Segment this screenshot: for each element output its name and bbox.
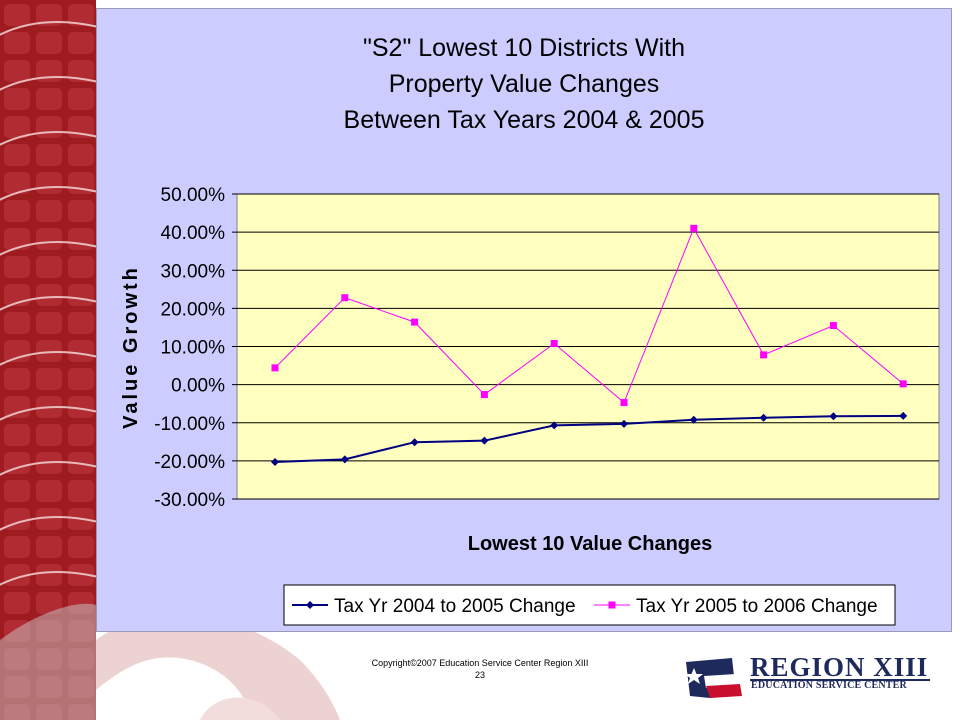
logo-subtitle: EDUCATION SERVICE CENTER [751, 680, 907, 691]
data-point [341, 294, 348, 301]
data-point [830, 322, 837, 329]
legend-item-1: Tax Yr 2004 to 2005 Change [292, 596, 576, 617]
data-point [760, 351, 767, 358]
y-tick-label: 40.00% [161, 223, 226, 244]
y-axis-tick-labels: 50.00% 40.00% 30.00% 20.00% 10.00% 0.00% -10.0… [154, 185, 225, 511]
data-point [411, 319, 418, 326]
data-point [481, 391, 488, 398]
legend-marker [609, 602, 616, 609]
legend-item-2: Tax Yr 2005 to 2006 Change [594, 596, 878, 617]
data-point [690, 225, 697, 232]
y-axis-label: Value Growth [120, 265, 142, 429]
legend-label: Tax Yr 2005 to 2006 Change [636, 596, 878, 617]
line-chart: 50.00% 40.00% 30.00% 20.00% 10.00% 0.00% -10.0… [0, 0, 960, 720]
y-tick-label: 10.00% [161, 338, 226, 359]
data-point [621, 399, 628, 406]
data-point [272, 364, 279, 371]
y-tick-label: 20.00% [161, 299, 226, 320]
y-tick-label: 30.00% [161, 261, 226, 282]
copyright-text: Copyright©2007 Education Service Center … [300, 658, 660, 669]
data-point [551, 340, 558, 347]
legend-label: Tax Yr 2004 to 2005 Change [334, 596, 576, 617]
y-tick-label: 50.00% [161, 185, 226, 206]
page-number: 23 [300, 670, 660, 681]
y-tick-label: -20.00% [154, 452, 225, 473]
data-point [900, 380, 907, 387]
y-tick-label: -10.00% [154, 414, 225, 435]
x-axis-label: Lowest 10 Value Changes [468, 533, 713, 555]
y-tick-label: -30.00% [154, 490, 225, 511]
y-tick-label: 0.00% [171, 376, 225, 397]
